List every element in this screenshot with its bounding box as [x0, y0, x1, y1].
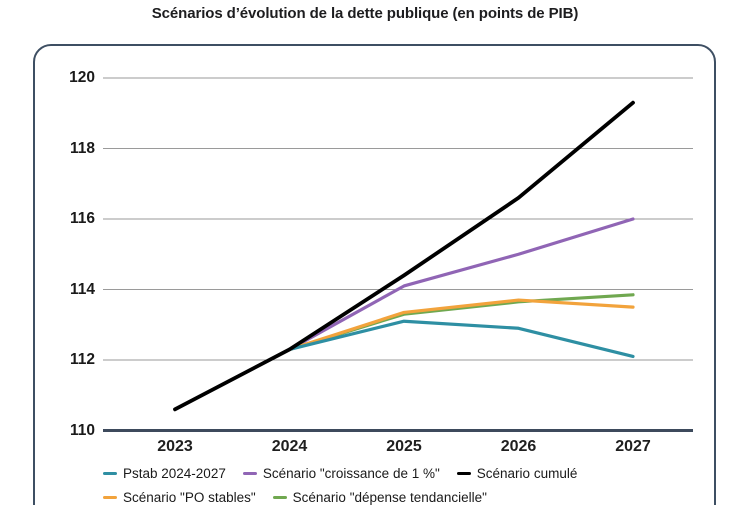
y-tick-label: 116	[69, 210, 95, 227]
legend-item: Scénario cumulé	[456, 466, 578, 481]
x-tick-label: 2023	[157, 438, 193, 455]
legend-item: Pstab 2024-2027	[103, 466, 226, 481]
x-tick-label: 2024	[271, 438, 308, 455]
chart-panel	[33, 44, 716, 505]
y-tick-label: 120	[69, 69, 95, 86]
legend-swatch-icon	[103, 471, 117, 476]
legend-swatch-icon	[456, 471, 471, 476]
legend-label: Scénario "PO stables"	[123, 490, 256, 505]
legend-swatch-icon	[272, 495, 287, 500]
legend-swatch-icon	[242, 471, 257, 476]
legend-label: Scénario "dépense tendancielle"	[292, 490, 487, 505]
legend-row-2: Scénario "PO stables" Scénario "dépense t…	[103, 490, 487, 505]
legend-label: Scénario "croissance de 1 %"	[262, 466, 440, 481]
legend-swatch-icon	[103, 495, 117, 500]
legend-label: Pstab 2024-2027	[123, 466, 226, 481]
x-tick-label: 2025	[386, 438, 422, 455]
chart-title: Scénarios d’évolution de la dette publiq…	[151, 5, 579, 22]
x-tick-label: 2027	[615, 438, 651, 455]
legend-item: Scénario "croissance de 1 %"	[242, 466, 440, 481]
y-tick-label: 114	[69, 280, 95, 298]
y-tick-label: 118	[69, 139, 95, 157]
legend-item: Scénario "dépense tendancielle"	[272, 490, 487, 505]
legend-row-1: Pstab 2024-2027 Scénario "croissance de 1…	[103, 466, 577, 481]
y-tick-label: 112	[69, 351, 95, 368]
y-tick-label: 110	[69, 421, 95, 439]
legend-item: Scénario "PO stables"	[103, 490, 256, 505]
x-tick-label: 2026	[500, 438, 537, 455]
legend-label: Scénario cumulé	[476, 466, 578, 481]
